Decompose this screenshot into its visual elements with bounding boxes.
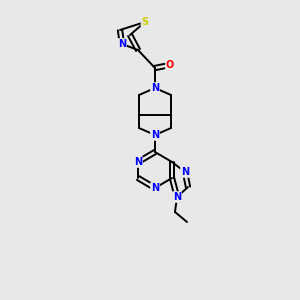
Text: N: N [151, 183, 159, 193]
Text: N: N [118, 39, 126, 49]
Text: N: N [181, 167, 189, 177]
Text: S: S [141, 17, 148, 27]
Text: N: N [134, 157, 142, 167]
Text: O: O [166, 60, 174, 70]
Text: N: N [173, 192, 181, 202]
Text: N: N [151, 130, 159, 140]
Text: N: N [151, 83, 159, 93]
